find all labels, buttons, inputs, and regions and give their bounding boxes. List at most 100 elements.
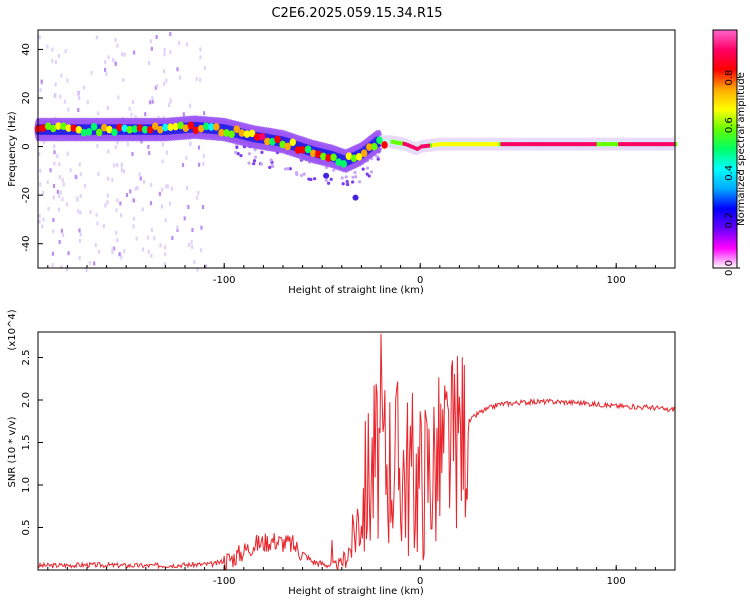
noise-speck [135, 236, 138, 241]
ridge-blob [187, 121, 195, 130]
noise-speck [302, 172, 306, 176]
noise-speck [97, 249, 101, 254]
noise-speck [132, 50, 136, 55]
noise-speck [114, 37, 117, 42]
noise-speck [58, 240, 61, 245]
noise-speck [354, 175, 358, 179]
noise-speck [198, 77, 202, 82]
noise-speck [78, 228, 81, 233]
noise-speck [51, 263, 54, 268]
ridge-line [522, 142, 525, 147]
ridge-line [500, 142, 503, 147]
y-tick-label: -40 [21, 236, 32, 252]
noise-speck [126, 142, 129, 147]
ridge-line [626, 142, 629, 147]
noise-speck [40, 79, 43, 84]
ridge-blob [152, 122, 159, 130]
noise-speck [253, 155, 258, 159]
ridge-line [520, 142, 523, 147]
noise-speck [163, 52, 166, 57]
noise-speck [57, 194, 61, 199]
ridge-blob [360, 149, 368, 158]
ridge-line [537, 142, 541, 147]
noise-speck [128, 107, 131, 112]
ridge-line [482, 142, 486, 147]
ridge-line [453, 142, 456, 147]
noise-speck [106, 105, 109, 110]
noise-speck [66, 78, 69, 83]
ridge-line [431, 143, 435, 148]
ridge-line [661, 142, 664, 147]
noise-speck [49, 168, 52, 173]
ridge-blob [304, 145, 312, 154]
ridge-line [410, 144, 413, 149]
ridge-line [529, 142, 533, 147]
ridge-line [524, 142, 527, 147]
spectrogram-marks [34, 32, 678, 272]
ridge-line [518, 142, 521, 147]
ridge-blob [121, 124, 128, 133]
ridge-line [584, 142, 588, 147]
ridge-blob [85, 128, 93, 136]
y-tick-label: -20 [21, 187, 32, 203]
noise-speck [73, 174, 77, 179]
x-tick-label: 100 [607, 275, 626, 286]
snr-x-label: Height of straight line (km) [288, 586, 424, 597]
spectrogram-frame [37, 29, 676, 269]
snr-y-label: SNR (10 * v/v) [7, 416, 18, 487]
noise-speck [365, 172, 369, 176]
noise-speck [154, 85, 157, 90]
ridge-line [435, 142, 439, 147]
noise-speck [146, 235, 149, 240]
ridge-line [533, 142, 537, 147]
noise-speck [182, 112, 185, 117]
ridge-line [645, 142, 648, 147]
ridge-blob [223, 129, 230, 137]
ridge-line [459, 142, 462, 147]
ridge-blob [90, 122, 98, 131]
ridge-line [447, 142, 451, 147]
ridge-line [590, 142, 594, 147]
ridge-blob [172, 122, 179, 131]
noise-speck [148, 61, 151, 66]
ridge-blob [294, 146, 302, 154]
ridge-blob [131, 125, 139, 133]
spectrogram-y-ticks: -40 -20 0 20 40 [21, 43, 43, 252]
noise-speck [94, 243, 97, 248]
ridge-line [449, 142, 452, 147]
ridge-line [635, 142, 639, 147]
noise-speck [295, 172, 299, 176]
ridge-blob [253, 133, 261, 141]
noise-speck [144, 112, 147, 117]
ridge-line [596, 142, 599, 147]
noise-speck [143, 179, 146, 184]
noise-speck [114, 61, 117, 66]
noise-speck [134, 187, 137, 192]
noise-speck [340, 176, 344, 180]
noise-speck [56, 154, 59, 159]
colorbar-frame [712, 29, 738, 269]
ridge-blob [381, 141, 388, 149]
noise-speck [167, 103, 171, 108]
ridge-blob [162, 123, 169, 132]
noise-speck [131, 152, 134, 157]
ridge-line [406, 142, 409, 147]
colorbar-tick-label: 0.4 [724, 165, 735, 181]
ridge-line [653, 142, 656, 147]
ridge-blob [320, 152, 327, 161]
ridge-line [553, 142, 556, 147]
noise-speck [326, 181, 331, 185]
noise-speck [177, 40, 181, 45]
noise-speck [52, 229, 55, 234]
ridge-line [416, 147, 419, 151]
x-tick-label: 0 [417, 275, 423, 286]
noise-speck [116, 140, 119, 145]
noise-speck [138, 172, 141, 177]
noise-speck [95, 212, 98, 217]
colorbar-tick-label: 0.2 [724, 212, 735, 228]
noise-speck [54, 60, 58, 65]
ridge-line [655, 142, 658, 147]
noise-speck [203, 111, 206, 116]
ridge-line [573, 142, 576, 147]
